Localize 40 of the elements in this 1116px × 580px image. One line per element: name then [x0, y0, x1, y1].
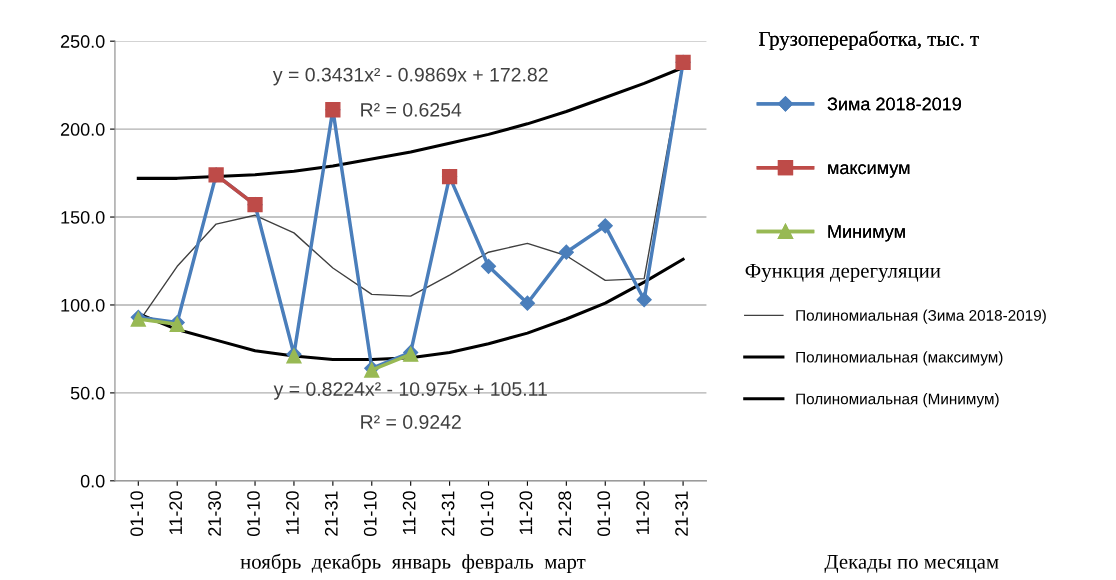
point: [480, 258, 497, 274]
x-tick-label: 11-20: [286, 491, 299, 535]
annotation: y = 0.8224x² - 10.975x + 105.11: [273, 382, 547, 400]
y-tick-label: 0.0: [80, 474, 105, 488]
y-tick-label: 50.0: [70, 386, 105, 400]
x-tick-label: 01-10: [597, 491, 611, 537]
x-tick-label: 01-10: [480, 491, 494, 537]
point: [519, 295, 535, 311]
point: [558, 244, 574, 260]
legend-label: Полиномиальная (Зима 2018-2019): [796, 309, 1046, 324]
point: [636, 292, 652, 308]
annotation: R² = 0.6254: [361, 102, 462, 117]
legend-label: Полиномиальная (максимум): [796, 351, 1003, 366]
x-tick-label: 11-20: [636, 491, 650, 535]
x-tick-label: 11-20: [402, 491, 416, 535]
legend-label: Полиномиальная (Минимум): [796, 393, 999, 408]
x-tick-label: 11-20: [519, 491, 533, 535]
y-tick-label: 200.0: [60, 123, 105, 136]
y-tick-label: 250.0: [60, 35, 105, 48]
x-tick-label: 01-10: [130, 491, 144, 537]
x-tick-label: 21-28: [558, 491, 572, 536]
annotation: R² = 0.9242: [361, 415, 461, 429]
x-tick-label: 21-31: [675, 491, 688, 536]
annotation: y = 0.3431x² - 0.9869x + 172.82: [272, 67, 548, 86]
legend-label: Минимум: [828, 225, 905, 242]
legend-label: Зима 2018-2019: [827, 97, 961, 111]
legend-title: Грузопереработка, тыс. т: [758, 30, 979, 51]
y-tick-label: 100.0: [61, 298, 105, 312]
x-tick-label: 01-10: [363, 491, 377, 537]
text: Функция дерегуляции: [745, 263, 941, 283]
y-tick-label: 150.0: [61, 210, 105, 224]
legend-label: максимум: [828, 164, 910, 178]
x-tick-label: 11-20: [169, 491, 183, 535]
text: Декады по месяцам: [824, 554, 999, 574]
text: ноябрь декабрь январь февраль март: [240, 553, 586, 574]
x-tick-label: 01-10: [247, 491, 260, 537]
x-tick-label: 21-30: [208, 491, 221, 536]
x-tick-label: 21-31: [441, 491, 455, 536]
point: [597, 218, 613, 234]
x-tick-label: 21-31: [324, 491, 338, 536]
